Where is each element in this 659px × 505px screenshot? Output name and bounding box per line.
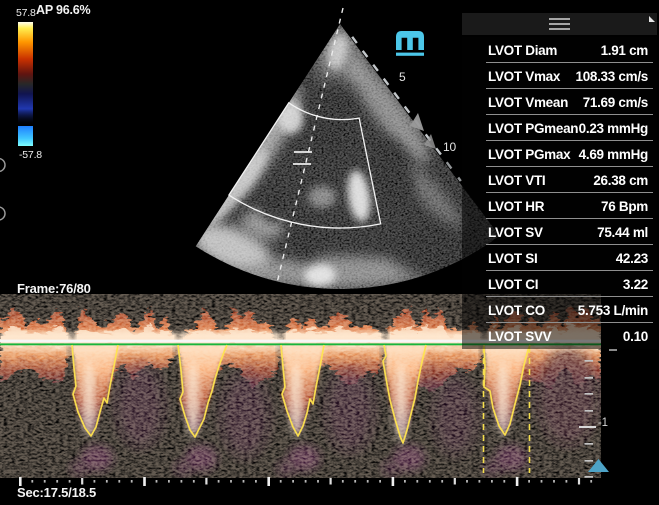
measurement-row[interactable]: LVOT Vmean 71.69 cm/s	[462, 89, 657, 115]
colorbar-max-label: 57.8	[16, 7, 36, 19]
measurement-row[interactable]: LVOT VTI 26.38 cm	[462, 167, 657, 193]
velocity-trace	[71, 344, 531, 444]
measurement-row[interactable]: LVOT SVV 0.10	[462, 323, 657, 349]
measurement-row[interactable]: LVOT PGmean 0.23 mmHg	[462, 115, 657, 141]
measurement-label: LVOT CI	[488, 276, 539, 292]
left-edge-markers	[0, 157, 6, 221]
focus-marker-icons	[410, 113, 436, 149]
measurement-value: 0.10	[622, 328, 648, 344]
measurement-value: 26.38 cm	[593, 172, 648, 188]
measurement-value: 108.33 cm/s	[575, 68, 648, 84]
measurement-label: LVOT Vmax	[488, 68, 561, 84]
color-roi-box[interactable]	[228, 101, 382, 229]
measurement-value: 71.69 cm/s	[582, 94, 649, 110]
colorbar-min-label: -57.8	[19, 149, 42, 161]
time-ruler	[19, 477, 593, 486]
pw-cursor-line[interactable]	[276, 7, 344, 284]
measurement-row[interactable]: LVOT PGmax 4.69 mmHg	[462, 141, 657, 167]
panel-header	[462, 13, 657, 35]
measurement-label: LVOT VTI	[488, 172, 546, 188]
measurement-row[interactable]: LVOT CI 3.22	[462, 271, 657, 297]
measurement-value: 42.23	[615, 250, 649, 266]
acoustic-power-status: AP 96.6%	[36, 3, 91, 17]
frame-counter: Frame:76/80	[17, 281, 91, 296]
measurement-row[interactable]: LVOT Vmax 108.33 cm/s	[462, 63, 657, 89]
measurement-value: 4.69 mmHg	[578, 146, 649, 162]
measure-cursors[interactable]	[482, 347, 531, 473]
depth-scale	[351, 36, 462, 182]
measurement-value: 1.91 cm	[600, 42, 649, 58]
measurement-label: LVOT SV	[488, 224, 543, 240]
hamburger-menu-icon[interactable]	[549, 17, 570, 31]
measurement-label: LVOT Vmean	[488, 94, 569, 110]
spectral-doppler-display	[0, 294, 601, 478]
measurement-value: 76 Bpm	[601, 198, 648, 214]
measurement-value: 75.44 ml	[597, 224, 648, 240]
baseline-marker-icon[interactable]	[588, 459, 609, 472]
velocity-scale	[579, 360, 596, 478]
doppler-baseline	[0, 339, 601, 346]
brand-logo-icon	[396, 31, 424, 56]
measurement-row[interactable]: LVOT HR 76 Bpm	[462, 193, 657, 219]
measurement-row[interactable]: LVOT Diam 1.91 cm	[462, 37, 657, 63]
color-doppler-bar	[18, 22, 33, 146]
measurement-row[interactable]: LVOT SV 75.44 ml	[462, 219, 657, 245]
measurement-value: 3.22	[622, 276, 648, 292]
measurement-label: LVOT HR	[488, 198, 545, 214]
panel-corner-arrow-icon[interactable]	[649, 16, 655, 22]
measurement-value: 0.23 mmHg	[578, 120, 649, 136]
measurement-value: 5.753 L/min	[577, 302, 649, 318]
measurement-row[interactable]: LVOT SI 42.23	[462, 245, 657, 271]
baseline-side-tick	[609, 349, 617, 351]
measurement-label: LVOT CO	[488, 302, 545, 318]
measurement-label: LVOT PGmax	[488, 146, 571, 162]
velocity-label-minus1: -1	[598, 417, 608, 429]
depth-label-10: 10	[443, 140, 456, 154]
measurement-label: LVOT SI	[488, 250, 538, 266]
measurement-label: LVOT SVV	[488, 328, 552, 344]
measurement-label: LVOT Diam	[488, 42, 558, 58]
measurement-label: LVOT PGmean	[488, 120, 579, 136]
depth-label-5: 5	[399, 70, 406, 84]
time-counter: Sec:17.5/18.5	[17, 485, 97, 500]
measurement-row[interactable]: LVOT CO 5.753 L/min	[462, 297, 657, 323]
bmode-sector-image	[195, 24, 500, 289]
measurement-panel: LVOT Diam 1.91 cm LVOT Vmax 108.33 cm/s …	[462, 13, 657, 349]
